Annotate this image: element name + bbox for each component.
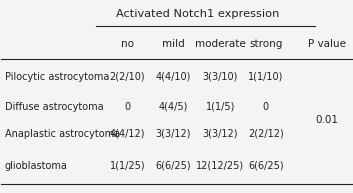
Text: mild: mild	[162, 39, 184, 49]
Text: 6(6/25): 6(6/25)	[155, 161, 191, 171]
Text: Pilocytic astrocytoma: Pilocytic astrocytoma	[5, 72, 109, 81]
Text: 3(3/10): 3(3/10)	[203, 72, 238, 81]
Text: 0.01: 0.01	[316, 115, 339, 125]
Text: 1(1/5): 1(1/5)	[205, 102, 235, 112]
Text: 4(4/12): 4(4/12)	[110, 129, 145, 139]
Text: glioblastoma: glioblastoma	[5, 161, 68, 171]
Text: 12(12/25): 12(12/25)	[196, 161, 244, 171]
Text: no: no	[121, 39, 134, 49]
Text: 1(1/25): 1(1/25)	[110, 161, 145, 171]
Text: 2(2/10): 2(2/10)	[110, 72, 145, 81]
Text: 3(3/12): 3(3/12)	[155, 129, 191, 139]
Text: strong: strong	[249, 39, 282, 49]
Text: moderate: moderate	[195, 39, 246, 49]
Text: Diffuse astrocytoma: Diffuse astrocytoma	[5, 102, 103, 112]
Text: 0: 0	[124, 102, 131, 112]
Text: Anaplastic astrocytoma: Anaplastic astrocytoma	[5, 129, 120, 139]
Text: 6(6/25): 6(6/25)	[248, 161, 283, 171]
Text: 0: 0	[263, 102, 269, 112]
Text: P value: P value	[308, 39, 346, 49]
Text: Activated Notch1 expression: Activated Notch1 expression	[116, 9, 279, 19]
Text: 1(1/10): 1(1/10)	[248, 72, 283, 81]
Text: 3(3/12): 3(3/12)	[203, 129, 238, 139]
Text: 4(4/10): 4(4/10)	[155, 72, 191, 81]
Text: 2(2/12): 2(2/12)	[248, 129, 284, 139]
Text: 4(4/5): 4(4/5)	[158, 102, 188, 112]
